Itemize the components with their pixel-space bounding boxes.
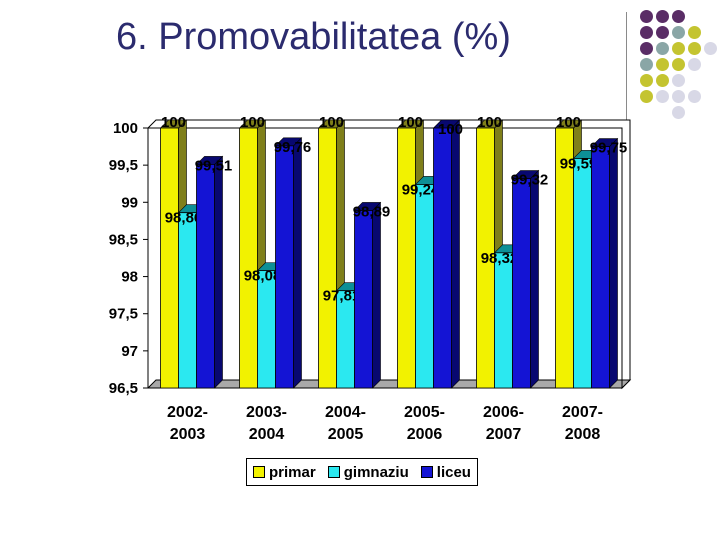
bar-side-liceu <box>214 155 223 389</box>
x-category-label: 2005 <box>328 426 364 443</box>
decorative-dot <box>672 74 685 87</box>
decorative-dot <box>640 90 653 103</box>
x-category-label: 2008 <box>565 426 601 443</box>
legend-swatch-primar <box>253 466 266 478</box>
y-tick-label: 96,5 <box>109 380 138 397</box>
decorative-dot <box>672 10 685 23</box>
chart-legend: primar gimnaziu liceu <box>246 458 478 486</box>
y-tick-label: 97,5 <box>109 306 138 323</box>
decorative-dot <box>640 58 653 71</box>
y-tick-label: 98,5 <box>109 231 138 248</box>
bar-gimnaziu <box>415 184 434 389</box>
plot-area-border <box>147 127 623 389</box>
decorative-dot <box>656 10 669 23</box>
x-category-label: 2003- <box>246 404 287 421</box>
bar-side-liceu <box>372 201 381 389</box>
data-label-gimnaziu: 98,86 <box>165 210 203 227</box>
legend-label-gimnaziu: gimnaziu <box>343 463 409 481</box>
y-tick-label: 99,5 <box>109 157 138 174</box>
x-category-label: 2004- <box>325 404 366 421</box>
data-label-gimnaziu: 98,08 <box>244 268 282 285</box>
bar-primar <box>318 127 337 389</box>
x-category-label: 2005- <box>404 404 445 421</box>
bar-primar <box>397 127 416 389</box>
x-category-label: 2004 <box>249 426 285 443</box>
decorative-dot <box>688 42 701 55</box>
bar-liceu <box>591 146 610 389</box>
bar-liceu <box>512 178 531 389</box>
data-label-primar: 100 <box>477 114 502 131</box>
x-category-label: 2002- <box>167 404 208 421</box>
data-label-liceu: 99,51 <box>195 157 233 174</box>
decorative-dot <box>688 26 701 39</box>
decorative-dot <box>640 26 653 39</box>
bar-side-liceu <box>293 137 302 389</box>
bar-gimnaziu <box>494 252 513 389</box>
decorative-dot <box>672 42 685 55</box>
bar-side-liceu <box>609 137 618 389</box>
data-label-gimnaziu: 99,59 <box>560 155 598 172</box>
decorative-dot <box>640 10 653 23</box>
bar-liceu <box>196 163 215 389</box>
decorative-dot <box>640 42 653 55</box>
x-category-label: 2006- <box>483 404 524 421</box>
decorative-dot <box>640 74 653 87</box>
bar-liceu <box>433 127 452 389</box>
bar-side-liceu <box>451 119 460 389</box>
data-label-primar: 100 <box>556 114 581 131</box>
decorative-divider <box>626 12 627 130</box>
legend-item-liceu: liceu <box>420 463 471 481</box>
decorative-dot <box>656 58 669 71</box>
legend-label-liceu: liceu <box>436 463 471 481</box>
decorative-dot <box>672 106 685 119</box>
bar-gimnaziu <box>178 212 197 389</box>
y-tick-label: 100 <box>113 120 138 137</box>
legend-item-gimnaziu: gimnaziu <box>327 463 409 481</box>
decorative-dot <box>672 90 685 103</box>
legend-label-primar: primar <box>269 463 316 481</box>
data-label-liceu: 99,32 <box>511 172 549 189</box>
slide-title: 6. Promovabilitatea (%) <box>116 16 511 58</box>
decorative-dot <box>656 90 669 103</box>
y-tick-label: 99 <box>121 194 138 211</box>
decorative-dot <box>656 74 669 87</box>
data-label-primar: 100 <box>319 114 344 131</box>
data-label-liceu: 99,76 <box>274 139 312 156</box>
decorative-dot <box>688 58 701 71</box>
bar-primar <box>239 127 258 389</box>
bar-gimnaziu <box>336 290 355 389</box>
x-category-label: 2007- <box>562 404 603 421</box>
data-label-primar: 100 <box>240 114 265 131</box>
decorative-dot <box>688 90 701 103</box>
decorative-dot <box>656 26 669 39</box>
bar-primar <box>160 127 179 389</box>
data-label-liceu: 98,89 <box>353 203 391 220</box>
data-label-primar: 100 <box>161 114 186 131</box>
y-tick-label: 98 <box>121 269 138 286</box>
legend-item-primar: primar <box>253 464 316 481</box>
bar-liceu <box>354 210 373 389</box>
data-label-gimnaziu: 98,32 <box>481 250 519 267</box>
x-category-label: 2006 <box>407 426 443 443</box>
bar-gimnaziu <box>573 158 592 389</box>
x-category-label: 2007 <box>486 426 522 443</box>
decorative-dot <box>672 26 685 39</box>
legend-swatch-liceu <box>420 466 433 478</box>
data-label-gimnaziu: 99,24 <box>402 181 440 198</box>
decorative-dot <box>656 42 669 55</box>
bar-liceu <box>275 145 294 389</box>
bar-side-liceu <box>530 169 539 389</box>
decorative-dot <box>672 58 685 71</box>
data-label-gimnaziu: 97,81 <box>323 288 361 305</box>
data-label-liceu: 100 <box>438 121 463 138</box>
y-tick-label: 97 <box>121 343 138 360</box>
data-label-liceu: 99,75 <box>590 140 628 157</box>
x-category-label: 2003 <box>170 426 206 443</box>
legend-swatch-gimnaziu <box>327 466 340 478</box>
bar-gimnaziu <box>257 270 276 389</box>
data-label-primar: 100 <box>398 114 423 131</box>
decorative-dot <box>704 42 717 55</box>
